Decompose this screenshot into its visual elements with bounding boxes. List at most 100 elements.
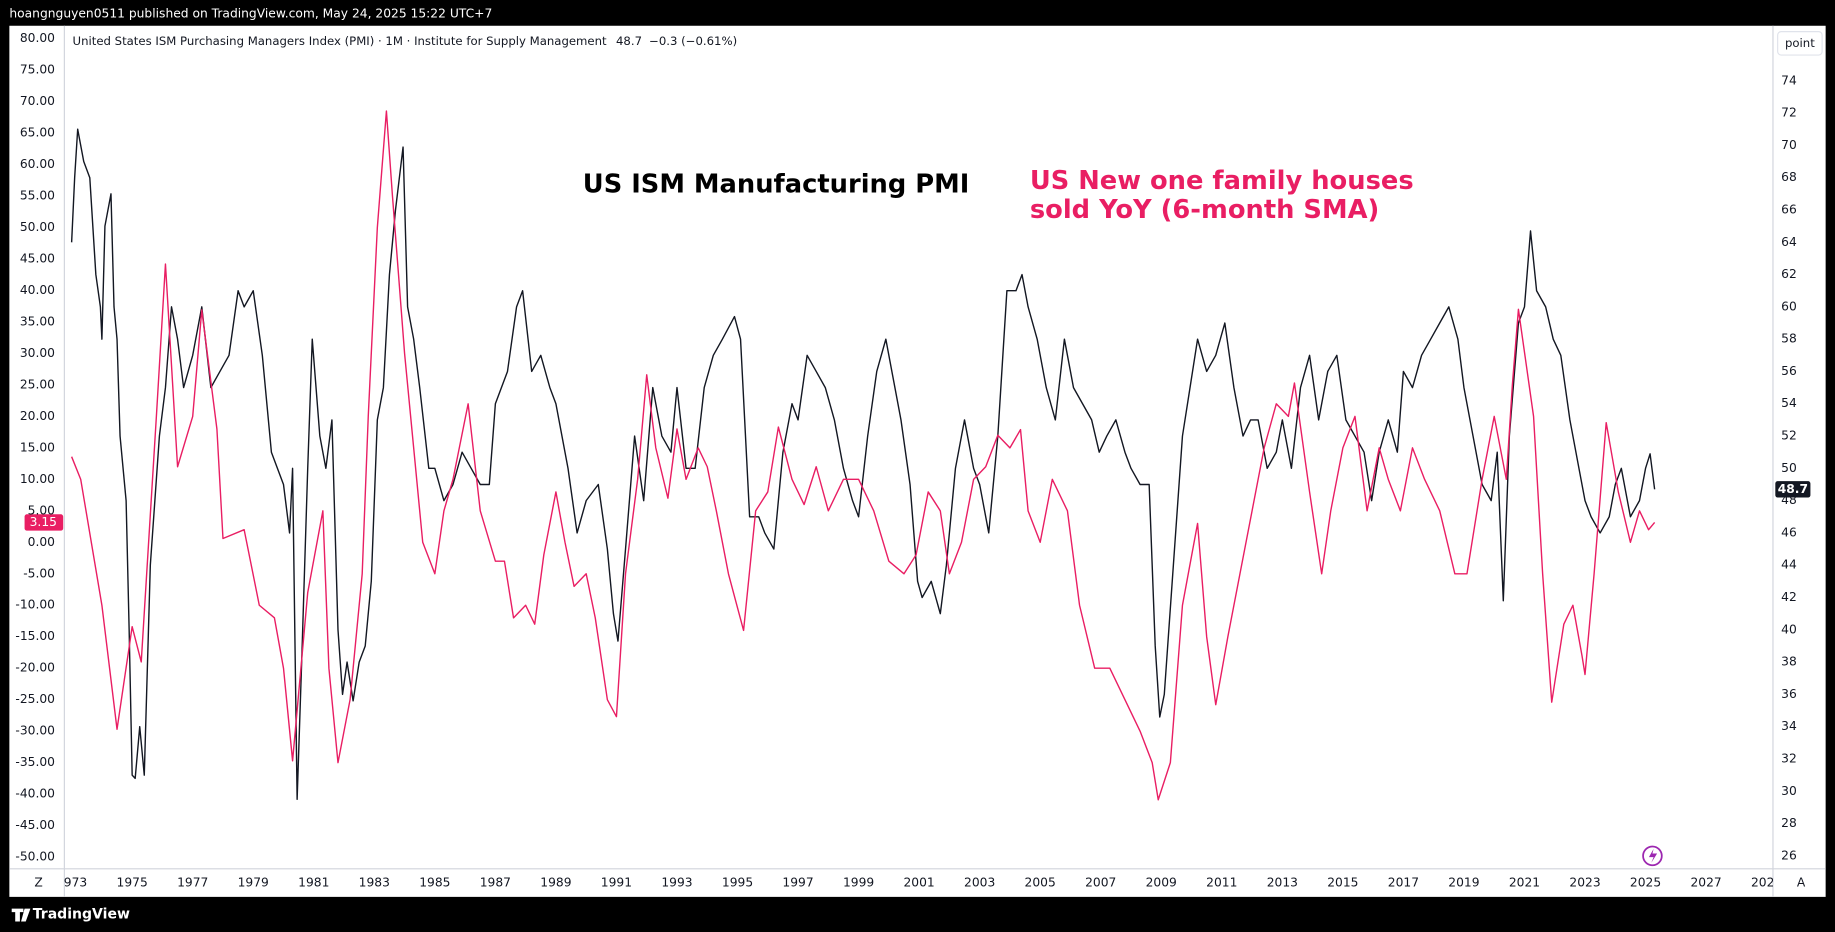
y2-tick-label: 36: [1781, 687, 1797, 701]
legend-last-value: 48.7: [616, 33, 642, 47]
x-tick-label: 2029: [1751, 875, 1782, 889]
alert-icon-bolt: [1648, 848, 1658, 863]
y-tick-label: 75.00: [20, 63, 55, 77]
x-tick-label: 1979: [238, 875, 269, 889]
y2-tick-label: 58: [1781, 332, 1797, 346]
x-tick-label: 2015: [1327, 875, 1358, 889]
series-line: [70, 128, 1656, 801]
x-tick-label: 2023: [1569, 875, 1600, 889]
y2-tick-label: 42: [1781, 590, 1797, 604]
x-tick-label: 1991: [601, 875, 632, 889]
y-tick-label: 70.00: [20, 94, 55, 108]
x-axis: 1973 1975 1977 1979 1981 1983 1985 1987 1989 1991…: [56, 875, 1782, 889]
legend-change: −0.3 (−0.61%): [649, 33, 737, 47]
x-tick-label: 2025: [1630, 875, 1661, 889]
y2-tick-label: 68: [1781, 170, 1797, 184]
y2-tick-label: 56: [1781, 364, 1797, 378]
y2-tick-label: 70: [1781, 138, 1797, 152]
y2-tick-label: 40: [1781, 622, 1797, 636]
y2-tick-label: 26: [1781, 848, 1797, 862]
x-tick-label: 1975: [117, 875, 148, 889]
y-tick-label: 10.00: [20, 472, 55, 486]
x-tick-label: 1973: [56, 875, 87, 889]
y-tick-label: -45.00: [15, 818, 55, 832]
annotation: sold YoY (6-month SMA): [1030, 195, 1379, 225]
y-tick-label: 55.00: [20, 189, 55, 203]
x-tick-label: 2027: [1690, 875, 1721, 889]
brand-logo: [11, 908, 31, 922]
series-line: [70, 110, 1656, 801]
annotation: US ISM Manufacturing PMI: [583, 169, 970, 199]
x-tick-label: 1977: [177, 875, 208, 889]
y-tick-label: -40.00: [15, 787, 55, 801]
x-tick-label: 2003: [964, 875, 995, 889]
y2-tick-label: 48: [1781, 493, 1797, 507]
y-tick-label: -25.00: [15, 692, 55, 706]
y2-tick-label: 54: [1781, 396, 1797, 410]
y-tick-label: 5.00: [28, 503, 55, 517]
x-tick-label: 1981: [298, 875, 329, 889]
x-tick-label: 1999: [843, 875, 874, 889]
y-tick-label: -5.00: [23, 566, 55, 580]
y2-tick-label: 60: [1781, 299, 1797, 313]
brand: TradingView: [33, 906, 130, 922]
unit-box: [1777, 31, 1823, 56]
y-tick-label: 0.00: [28, 535, 55, 549]
legend-title: United States ISM Purchasing Managers In…: [73, 33, 607, 47]
y-tick-label: -15.00: [15, 629, 55, 643]
y-tick-label: 15.00: [20, 440, 55, 454]
x-tick-label: 1985: [419, 875, 450, 889]
y-tick-label: 50.00: [20, 220, 55, 234]
y2-tick-label: 66: [1781, 202, 1797, 216]
y-tick-label: -30.00: [15, 724, 55, 738]
x-tick-label: 2021: [1509, 875, 1540, 889]
x-tick-label: 2011: [1206, 875, 1237, 889]
price-tags: 48.7 3.15: [24, 481, 1811, 531]
y-tick-label: -20.00: [15, 661, 55, 675]
x-tick-label: 1997: [782, 875, 813, 889]
y-tick-label: -50.00: [15, 850, 55, 864]
y2-tick-label: 32: [1781, 751, 1797, 765]
unit-label: point: [1785, 36, 1815, 50]
y-tick-label: 20.00: [20, 409, 55, 423]
y2-tick-label: 38: [1781, 655, 1797, 669]
y2-tick-label: 50: [1781, 461, 1797, 475]
y-tick-label: 65.00: [20, 126, 55, 140]
scale-button[interactable]: Z: [34, 875, 42, 889]
y-tick-label: 40.00: [20, 283, 55, 297]
legend: United States ISM Purchasing Managers In…: [73, 33, 738, 47]
x-tick-label: 2009: [1146, 875, 1177, 889]
y2-tick-label: 30: [1781, 784, 1797, 798]
alert-icon[interactable]: [1642, 845, 1663, 867]
y-tick-label: 35.00: [20, 314, 55, 328]
y-tick-label: 45.00: [20, 252, 55, 266]
x-tick-label: 2017: [1388, 875, 1419, 889]
y2-tick-label: 34: [1781, 719, 1797, 733]
y-tick-label: 60.00: [20, 157, 55, 171]
x-tick-label: 2019: [1448, 875, 1479, 889]
annotation: US New one family houses: [1030, 166, 1414, 196]
y2-tick-label: 72: [1781, 106, 1797, 120]
plot-area: [70, 110, 1656, 801]
y2-tick-label: 28: [1781, 816, 1797, 830]
last-value-label: 3.15: [30, 515, 57, 529]
x-tick-label: 2005: [1025, 875, 1056, 889]
y2-tick-label: 62: [1781, 267, 1797, 281]
chart-background: [9, 25, 1826, 897]
scale-button[interactable]: A: [1797, 875, 1806, 889]
published-line: hoangnguyen0511 published on TradingView…: [9, 7, 492, 21]
y-tick-label: -10.00: [15, 598, 55, 612]
x-tick-label: 1993: [661, 875, 692, 889]
y-tick-label: 30.00: [20, 346, 55, 360]
last-value-tag: [1775, 481, 1811, 498]
x-tick-label: 1995: [722, 875, 753, 889]
y2-tick-label: 74: [1781, 73, 1797, 87]
y2-tick-label: 64: [1781, 235, 1797, 249]
x-tick-label: 1989: [540, 875, 571, 889]
y2-tick-label: 46: [1781, 525, 1797, 539]
last-value-tag: [24, 514, 64, 531]
x-tick-label: 2001: [903, 875, 934, 889]
y-tick-label: 80.00: [20, 31, 55, 45]
last-value-label: 48.7: [1778, 482, 1808, 496]
